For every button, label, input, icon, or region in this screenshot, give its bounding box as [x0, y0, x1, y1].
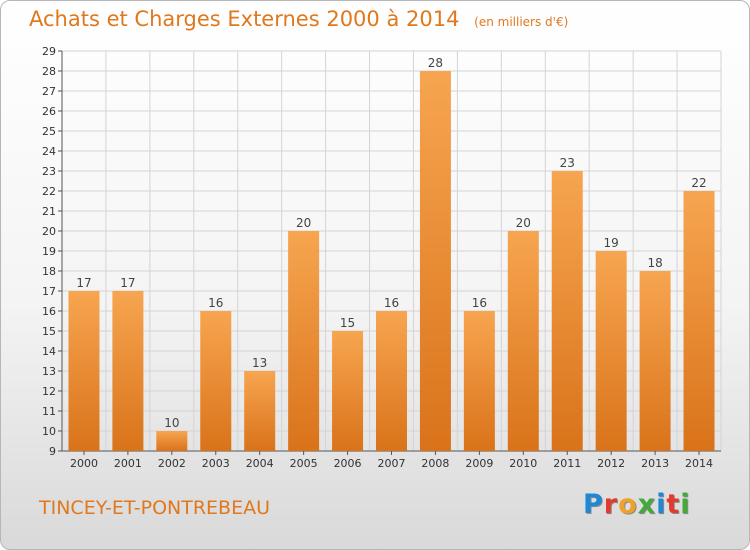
x-tick-label: 2009 [465, 457, 493, 470]
y-tick-label: 26 [42, 105, 56, 118]
title-unit: (en milliers d'€) [474, 15, 569, 29]
y-tick-label: 19 [42, 245, 56, 258]
bar [112, 291, 144, 451]
logo-letter: r [603, 489, 619, 520]
y-tick-label: 12 [42, 385, 56, 398]
data-label: 18 [647, 256, 662, 270]
x-tick-label: 2001 [114, 457, 142, 470]
y-tick-label: 15 [42, 325, 56, 338]
y-tick-label: 23 [42, 165, 56, 178]
axis-layer: 9 10 11 12 13 14 15 16 17 18 19 20 21 22 23 24 25 26 27 28 2… [42, 45, 721, 470]
data-label: 28 [428, 56, 443, 70]
data-label: 16 [384, 296, 399, 310]
x-tick-label: 2011 [553, 457, 581, 470]
data-label: 23 [560, 156, 575, 170]
x-tick-label: 2005 [290, 457, 318, 470]
logo-letter: x [637, 489, 657, 520]
y-tick-label: 10 [42, 425, 56, 438]
data-label: 17 [120, 276, 135, 290]
data-label: 20 [296, 216, 311, 230]
bar [376, 311, 407, 451]
logo-letter: i [680, 489, 691, 520]
x-tick-label: 2000 [70, 457, 98, 470]
bar [244, 371, 276, 451]
y-tick-label: 22 [42, 185, 56, 198]
bar [507, 231, 539, 451]
bar [683, 191, 715, 451]
data-label: 22 [691, 176, 706, 190]
y-tick-label: 13 [42, 365, 56, 378]
data-label: 10 [164, 416, 179, 430]
bar [156, 431, 188, 451]
y-tick-label: 20 [42, 225, 56, 238]
data-label: 16 [208, 296, 223, 310]
bar [332, 331, 364, 451]
y-tick-label: 11 [42, 405, 56, 418]
data-label: 15 [340, 316, 355, 330]
data-label: 13 [252, 356, 267, 370]
y-tick-label: 9 [49, 445, 56, 458]
logo-letter: P [583, 489, 604, 520]
bar [639, 271, 671, 451]
data-label: 17 [76, 276, 91, 290]
x-tick-label: 2006 [334, 457, 362, 470]
data-label: 20 [516, 216, 531, 230]
x-tick-label: 2007 [378, 457, 406, 470]
commune-name: TINCEY-ET-PONTREBEAU [39, 497, 271, 519]
data-label: 19 [604, 236, 619, 250]
logo-letter: t [666, 489, 681, 520]
y-tick-label: 25 [42, 125, 56, 138]
x-tick-label: 2014 [685, 457, 713, 470]
bar [551, 171, 583, 451]
y-tick-label: 16 [42, 305, 56, 318]
bar [200, 311, 232, 451]
title-text: Achats et Charges Externes 2000 à 2014 [29, 7, 460, 31]
x-tick-label: 2012 [597, 457, 625, 470]
y-tick-label: 18 [42, 265, 56, 278]
bar [419, 71, 451, 451]
y-tick-label: 29 [42, 45, 56, 58]
chart-title: Achats et Charges Externes 2000 à 2014 (… [29, 7, 568, 31]
logo-letter: o [618, 489, 638, 520]
data-label: 16 [472, 296, 487, 310]
bar [595, 251, 627, 451]
x-tick-label: 2004 [246, 457, 274, 470]
x-tick-label: 2002 [158, 457, 186, 470]
proxiti-logo: Proxiti [583, 489, 691, 520]
x-tick-label: 2013 [641, 457, 669, 470]
bar [288, 231, 320, 451]
y-tick-label: 14 [42, 345, 56, 358]
bar-layer: 17 17 10 16 13 20 15 16 28 16 20 23 19 18 22 [68, 56, 715, 451]
x-tick-label: 2003 [202, 457, 230, 470]
bar [463, 311, 495, 451]
bar [68, 291, 100, 451]
x-tick-label: 2008 [421, 457, 449, 470]
y-tick-label: 24 [42, 145, 56, 158]
y-tick-label: 21 [42, 205, 56, 218]
x-tick-label: 2010 [509, 457, 537, 470]
logo-letter: i [656, 489, 667, 520]
y-tick-label: 17 [42, 285, 56, 298]
y-tick-label: 27 [42, 85, 56, 98]
y-tick-label: 28 [42, 65, 56, 78]
